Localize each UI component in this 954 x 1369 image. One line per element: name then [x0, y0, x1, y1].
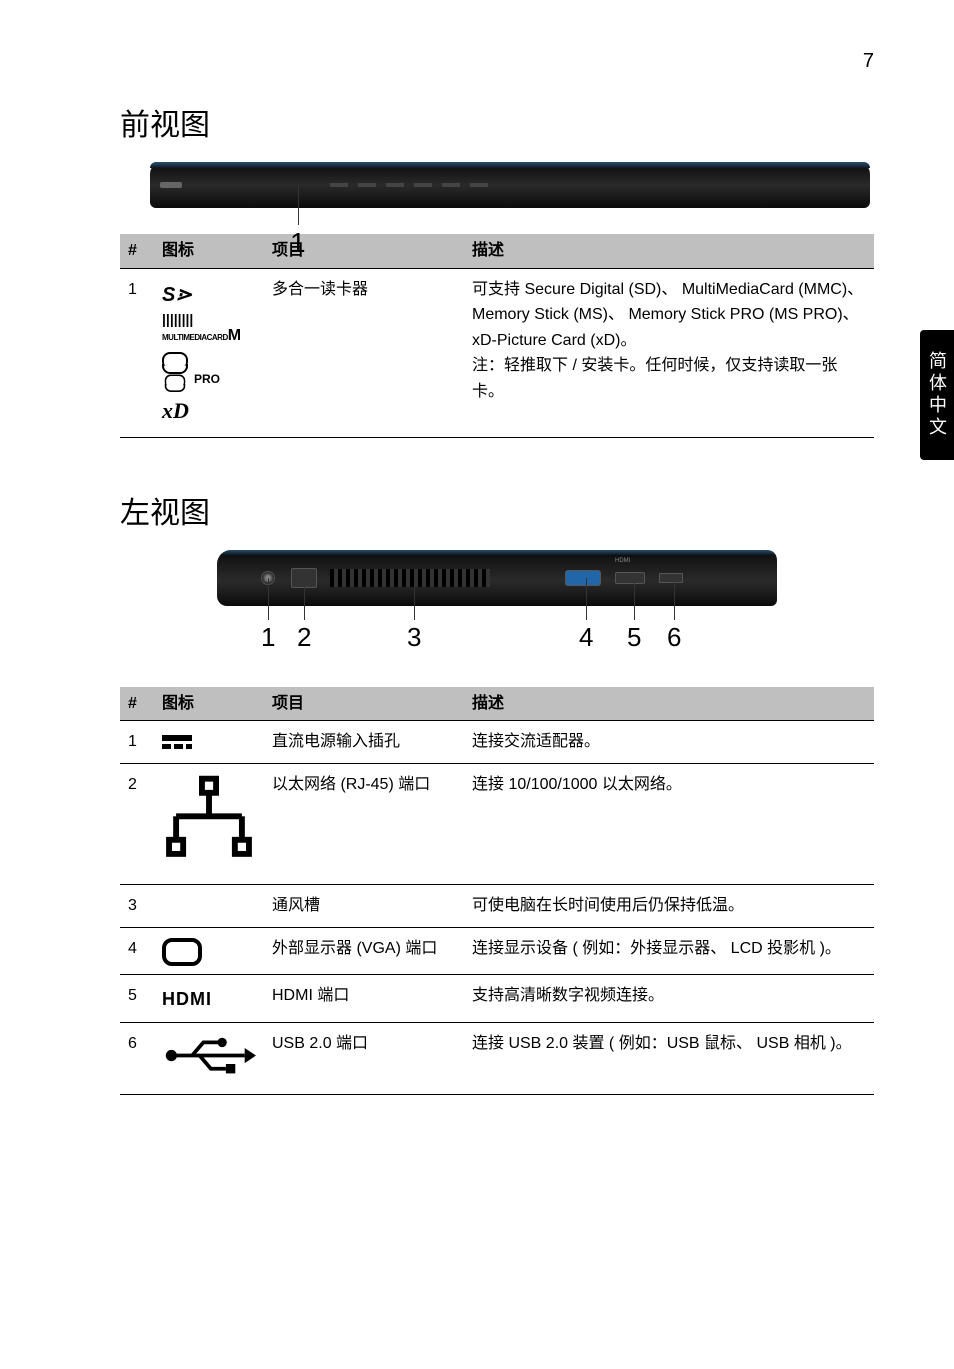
row-desc: 可使电脑在长时间使用后仍保持低温。 — [464, 885, 874, 928]
row-desc: 连接显示设备 ( 例如：外接显示器、 LCD 投影机 )。 — [464, 927, 874, 974]
vent-icon — [154, 885, 264, 928]
row-num: 6 — [120, 1022, 154, 1095]
row-item: 多合一读卡器 — [264, 268, 464, 437]
laptop-front-illustration — [150, 162, 870, 208]
sd-icon: S⋗ — [162, 279, 192, 311]
table-row: 4 外部显示器 (VGA) 端口 连接显示设备 ( 例如：外接显示器、 LCD … — [120, 927, 874, 974]
row-item: HDMI 端口 — [264, 974, 464, 1022]
table-row: 5 HDMI HDMI 端口 支持高清晰数字视频连接。 — [120, 974, 874, 1022]
col-icon: 图标 — [154, 234, 264, 268]
row-item: 直流电源输入插孔 — [264, 721, 464, 764]
left-view-table: # 图标 项目 描述 1 直流电源输入插孔 连接交流适配器。 2 以太网络 (R… — [120, 687, 874, 1096]
left-callout-4: 4 — [579, 578, 593, 653]
col-icon: 图标 — [154, 687, 264, 721]
front-view-figure: 1 — [150, 162, 870, 208]
table-row: 3 通风槽 可使电脑在长时间使用后仍保持低温。 — [120, 885, 874, 928]
left-callout-2: 2 — [297, 578, 311, 653]
left-callout-6: 6 — [667, 578, 681, 653]
usb-icon — [154, 1022, 264, 1095]
front-view-table: # 图标 项目 描述 1 S⋗ ||||||||MULTIMEDIACARDM … — [120, 234, 874, 438]
row-item: 通风槽 — [264, 885, 464, 928]
ethernet-icon — [154, 763, 264, 885]
left-callout-5: 5 — [627, 578, 641, 653]
col-desc: 描述 — [464, 687, 874, 721]
dc-in-icon — [154, 721, 264, 764]
table-row: 1 S⋗ ||||||||MULTIMEDIACARDM PRO xD 多合一读… — [120, 268, 874, 437]
left-view-figure: HDMI 1 2 3 4 5 6 — [217, 550, 777, 661]
row-num: 1 — [120, 268, 154, 437]
table-row: 6 USB 2.0 端口 连接 USB 2.0 装置 ( 例如：USB 鼠标、 … — [120, 1022, 874, 1095]
row-item: 以太网络 (RJ-45) 端口 — [264, 763, 464, 885]
row-item: USB 2.0 端口 — [264, 1022, 464, 1095]
left-view-heading: 左视图 — [120, 488, 874, 532]
front-view-heading: 前视图 — [120, 100, 874, 144]
row-num: 3 — [120, 885, 154, 928]
vga-icon — [154, 927, 264, 974]
row-desc: 连接交流适配器。 — [464, 721, 874, 764]
hdmi-icon: HDMI — [154, 974, 264, 1022]
page-number: 7 — [863, 50, 874, 73]
left-callout-1: 1 — [261, 578, 275, 653]
mmc-icon: ||||||||MULTIMEDIACARDM — [162, 315, 241, 349]
row-num: 2 — [120, 763, 154, 885]
left-callout-3: 3 — [407, 578, 421, 653]
row-desc: 连接 USB 2.0 装置 ( 例如：USB 鼠标、 USB 相机 )。 — [464, 1022, 874, 1095]
row-desc: 连接 10/100/1000 以太网络。 — [464, 763, 874, 885]
row-icon: S⋗ ||||||||MULTIMEDIACARDM PRO xD — [154, 268, 264, 437]
table-row: 1 直流电源输入插孔 连接交流适配器。 — [120, 721, 874, 764]
col-item: 项目 — [264, 687, 464, 721]
col-desc: 描述 — [464, 234, 874, 268]
col-num: # — [120, 687, 154, 721]
row-num: 4 — [120, 927, 154, 974]
row-num: 5 — [120, 974, 154, 1022]
language-tab: 简体中文 — [920, 330, 954, 460]
row-num: 1 — [120, 721, 154, 764]
row-item: 外部显示器 (VGA) 端口 — [264, 927, 464, 974]
row-desc: 可支持 Secure Digital (SD)、 MultiMediaCard … — [464, 268, 874, 437]
hdmi-label-icon: HDMI — [615, 558, 630, 564]
ms-icon — [162, 352, 188, 366]
xd-icon: xD — [162, 393, 189, 428]
col-num: # — [120, 234, 154, 268]
front-callout-1: 1 — [290, 185, 306, 245]
row-desc: 支持高清晰数字视频连接。 — [464, 974, 874, 1022]
table-row: 2 以太网络 (RJ-45) 端口 连接 10/100/1000 以太网络。 — [120, 763, 874, 885]
